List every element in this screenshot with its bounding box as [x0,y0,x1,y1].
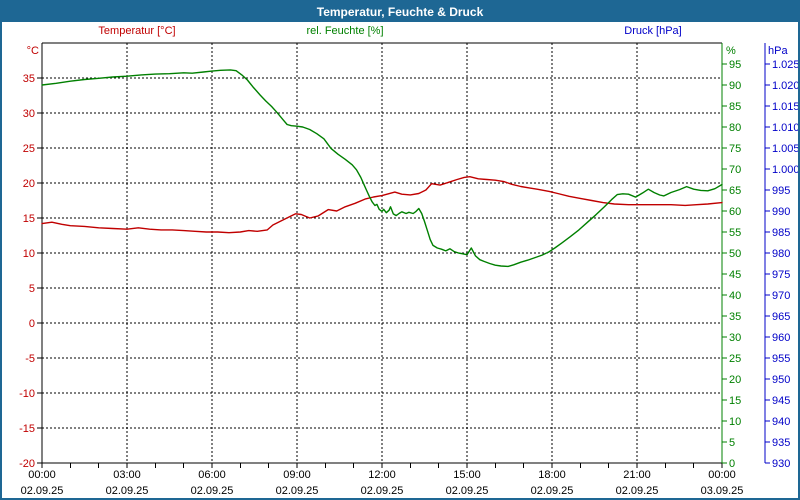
svg-text:5: 5 [729,437,735,449]
svg-text:40: 40 [729,290,741,302]
humidity-series-line [41,69,723,268]
svg-text:03.09.25: 03.09.25 [701,485,744,497]
svg-text:995: 995 [772,185,790,197]
svg-text:70: 70 [729,164,741,176]
svg-text:90: 90 [729,80,741,92]
svg-text:990: 990 [772,206,790,218]
svg-text:10: 10 [23,248,35,260]
svg-text:02.09.25: 02.09.25 [191,485,234,497]
svg-text:1.025: 1.025 [772,59,798,71]
svg-text:1.020: 1.020 [772,80,798,92]
svg-text:1.005: 1.005 [772,143,798,155]
svg-text:75: 75 [729,143,741,155]
svg-text:00:00: 00:00 [28,469,56,481]
svg-text:02.09.25: 02.09.25 [361,485,404,497]
legend-humidity: rel. Feuchte [%] [306,25,384,37]
svg-text:940: 940 [772,416,790,428]
svg-text:0: 0 [29,318,35,330]
svg-text:35: 35 [23,73,35,85]
svg-text:960: 960 [772,332,790,344]
time-axis: 00:00 02.09.25 03:00 02.09.25 06:00 02.09.25 0… [21,463,744,497]
svg-text:55: 55 [729,227,741,239]
svg-text:02.09.25: 02.09.25 [531,485,574,497]
window-titlebar: Temperatur, Feuchte & Druck [2,2,798,22]
svg-text:950: 950 [772,374,790,386]
svg-text:45: 45 [729,269,741,281]
svg-text:30: 30 [729,332,741,344]
gridlines [42,43,722,463]
svg-text:35: 35 [729,311,741,323]
svg-text:06:00: 06:00 [198,469,226,481]
svg-text:95: 95 [729,59,741,71]
svg-text:20: 20 [729,374,741,386]
svg-text:935: 935 [772,437,790,449]
svg-text:60: 60 [729,206,741,218]
svg-text:12:00: 12:00 [368,469,396,481]
svg-text:965: 965 [772,311,790,323]
svg-text:25: 25 [23,143,35,155]
chart-plot-area: 35302520151050-5-10-15-2000:0002.09.2503… [19,42,798,497]
temperature-axis-unit: °C [27,45,39,57]
svg-text:09:00: 09:00 [283,469,311,481]
svg-text:85: 85 [729,101,741,113]
svg-text:975: 975 [772,269,790,281]
svg-text:10: 10 [729,416,741,428]
svg-text:1.000: 1.000 [772,164,798,176]
temperature-series-line [41,175,723,234]
svg-text:30: 30 [23,108,35,120]
svg-text:1.015: 1.015 [772,101,798,113]
svg-text:15: 15 [729,395,741,407]
pressure-axis: 1.025 1.020 1.015 1.010 1.005 1.000 995 990 985 9… [764,43,798,470]
svg-text:1.010: 1.010 [772,122,798,134]
svg-text:970: 970 [772,290,790,302]
svg-text:02.09.25: 02.09.25 [276,485,319,497]
svg-text:18:00: 18:00 [538,469,566,481]
svg-text:02.09.25: 02.09.25 [446,485,489,497]
svg-text:980: 980 [772,248,790,260]
legend-pressure: Druck [hPa] [624,25,682,37]
svg-text:50: 50 [729,248,741,260]
svg-text:00:00: 00:00 [708,469,736,481]
svg-text:21:00: 21:00 [623,469,651,481]
svg-text:0: 0 [729,458,735,470]
svg-text:955: 955 [772,353,790,365]
svg-text:02.09.25: 02.09.25 [21,485,64,497]
svg-text:03:00: 03:00 [113,469,141,481]
svg-text:-15: -15 [19,423,35,435]
window-title: Temperatur, Feuchte & Druck [316,5,484,19]
svg-text:02.09.25: 02.09.25 [616,485,659,497]
svg-text:-10: -10 [19,388,35,400]
svg-text:65: 65 [729,185,741,197]
pressure-axis-unit: hPa [768,45,788,57]
svg-text:20: 20 [23,178,35,190]
temperature-axis: 35 30 25 20 15 10 5 0 -5 -10 -15 -20 [19,73,42,470]
svg-text:-20: -20 [19,458,35,470]
svg-text:930: 930 [772,458,790,470]
svg-text:945: 945 [772,395,790,407]
svg-text:80: 80 [729,122,741,134]
legend-temperature: Temperatur [°C] [98,25,176,37]
svg-text:02.09.25: 02.09.25 [106,485,149,497]
svg-text:15: 15 [23,213,35,225]
svg-text:985: 985 [772,227,790,239]
svg-text:-5: -5 [25,353,35,365]
humidity-axis-unit: % [726,45,736,57]
svg-text:15:00: 15:00 [453,469,481,481]
svg-text:5: 5 [29,283,35,295]
svg-text:25: 25 [729,353,741,365]
